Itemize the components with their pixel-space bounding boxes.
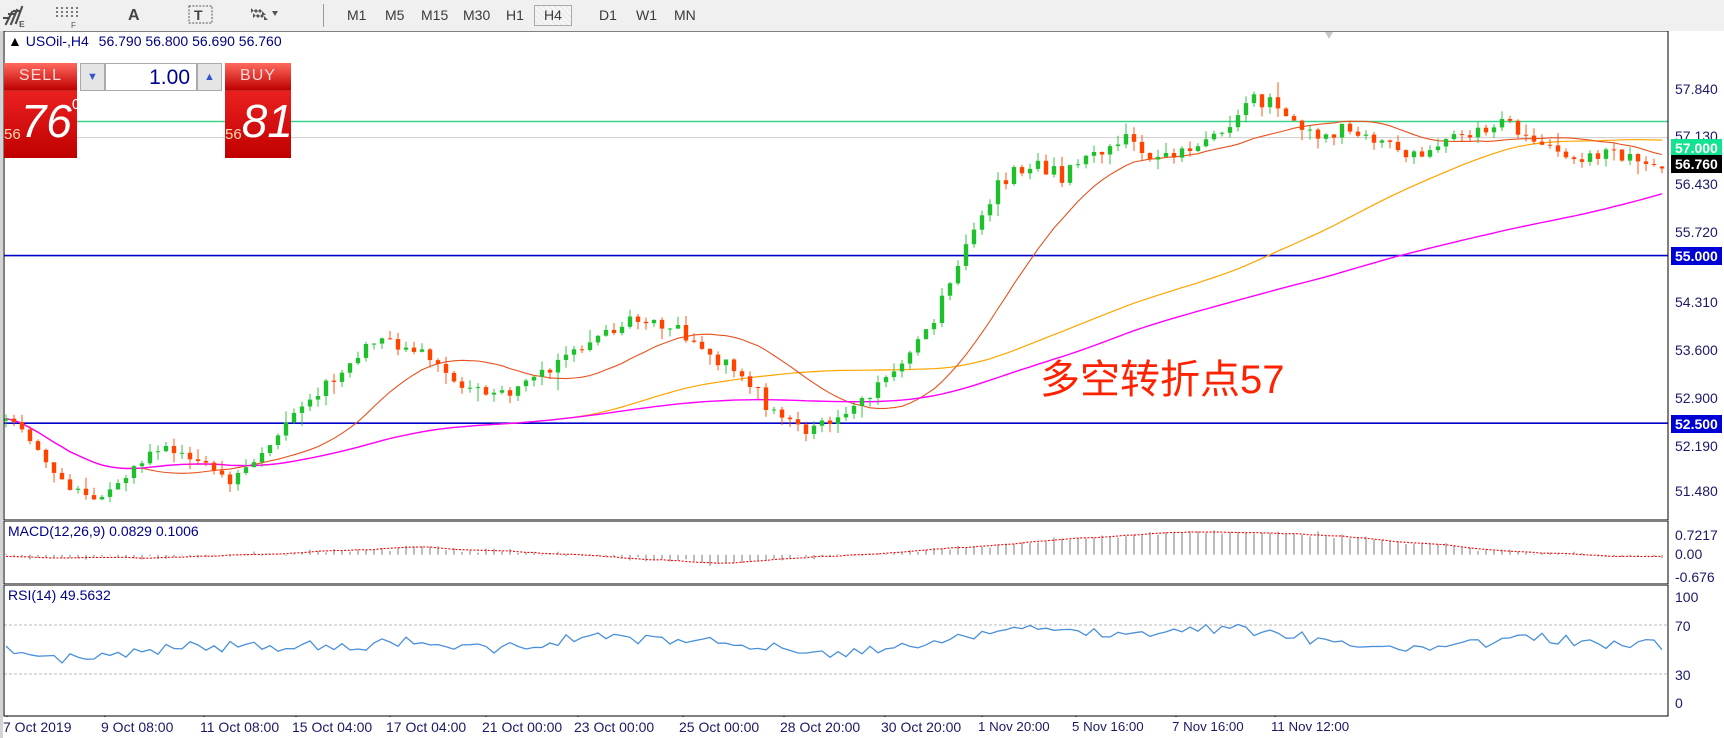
svg-text:F: F — [71, 21, 76, 30]
svg-text:T: T — [194, 7, 203, 23]
svg-text:多空转折点57: 多空转折点57 — [1040, 358, 1285, 402]
svg-text:E: E — [19, 19, 25, 29]
svg-text:A: A — [128, 7, 140, 24]
